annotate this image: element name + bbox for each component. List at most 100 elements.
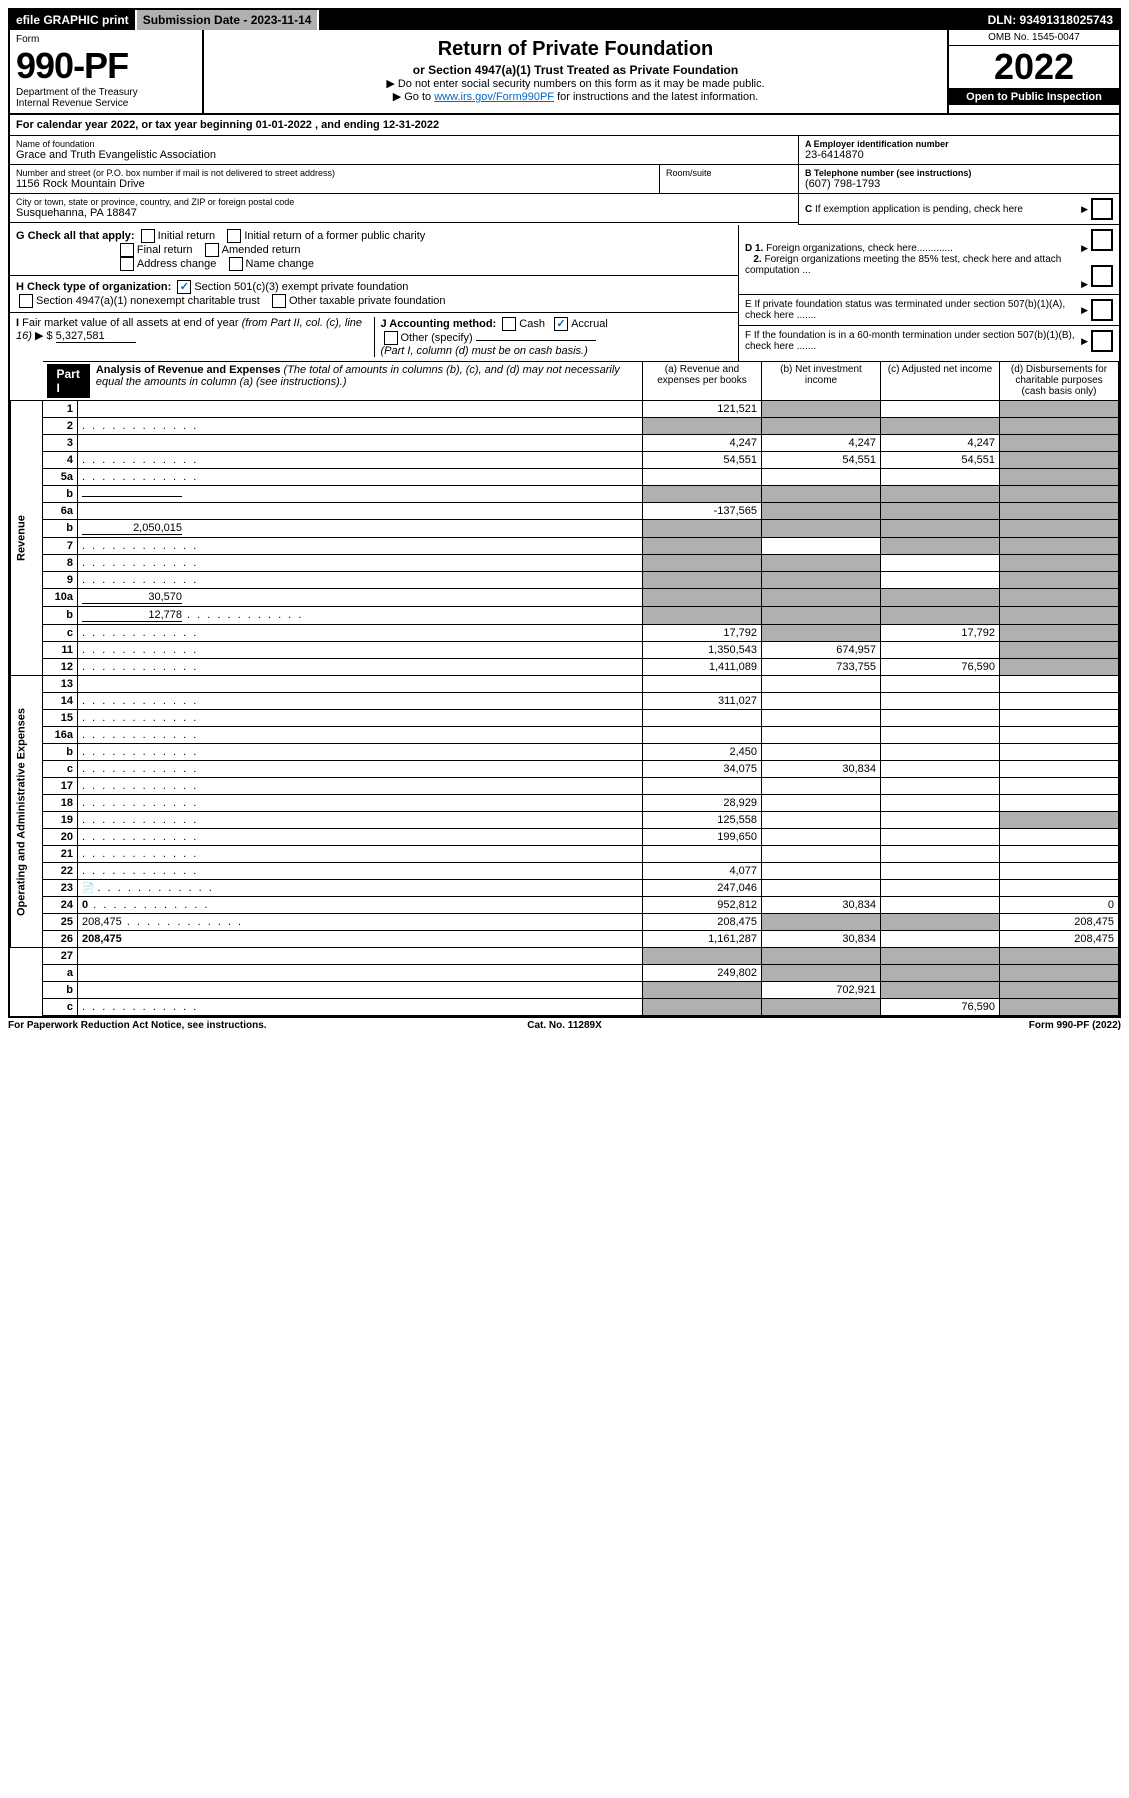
footer-form: Form 990-PF (2022): [750, 1020, 1121, 1031]
amount-cell: [1000, 486, 1119, 503]
amount-cell: [643, 572, 762, 589]
amount-cell: [881, 503, 1000, 520]
amount-cell: [1000, 880, 1119, 897]
chk-amended[interactable]: [205, 243, 219, 257]
arrow-icon: [1081, 305, 1091, 316]
line-number: 25: [43, 914, 78, 931]
amount-cell: [643, 710, 762, 727]
name-label: Name of foundation: [16, 139, 792, 149]
box-e-checkbox[interactable]: [1091, 299, 1113, 321]
chk-name-change[interactable]: [229, 257, 243, 271]
foundation-name: Grace and Truth Evangelistic Association: [16, 149, 792, 161]
line-description: [78, 948, 643, 965]
amount-cell: [643, 486, 762, 503]
box-d1-checkbox[interactable]: [1091, 229, 1113, 251]
line-number: 21: [43, 846, 78, 863]
amount-cell: [881, 744, 1000, 761]
attachment-icon[interactable]: [82, 882, 94, 894]
chk-4947a1[interactable]: [19, 294, 33, 308]
amount-cell: [881, 846, 1000, 863]
amount-cell: [762, 693, 881, 710]
amount-cell: 17,792: [881, 625, 1000, 642]
chk-accrual[interactable]: [554, 317, 568, 331]
line-description: 208,475: [78, 931, 643, 948]
chk-initial-former[interactable]: [227, 229, 241, 243]
amount-cell: [643, 469, 762, 486]
box-d1-text: Foreign organizations, check here.......…: [766, 243, 953, 254]
amount-cell: 2,450: [643, 744, 762, 761]
amount-cell: [762, 469, 881, 486]
amount-cell: [881, 914, 1000, 931]
chk-cash[interactable]: [502, 317, 516, 331]
chk-initial-return[interactable]: [141, 229, 155, 243]
amount-cell: 199,650: [643, 829, 762, 846]
street-address: 1156 Rock Mountain Drive: [16, 178, 659, 190]
line-number: 26: [43, 931, 78, 948]
irs-link[interactable]: www.irs.gov/Form990PF: [434, 91, 554, 103]
chk-other-taxable[interactable]: [272, 294, 286, 308]
chk-address-change[interactable]: [120, 257, 134, 271]
amount-cell: [1000, 710, 1119, 727]
section-label: Revenue: [11, 401, 43, 676]
amount-cell: [881, 880, 1000, 897]
table-row: c34,07530,834: [11, 761, 1119, 778]
line-number: 24: [43, 897, 78, 914]
footer-left: For Paperwork Reduction Act Notice, see …: [8, 1020, 379, 1031]
amount-cell: [881, 931, 1000, 948]
amount-cell: 54,551: [762, 452, 881, 469]
amount-cell: 28,929: [643, 795, 762, 812]
chk-other-method[interactable]: [384, 331, 398, 345]
amount-cell: [881, 538, 1000, 555]
box-f-text: F If the foundation is in a 60-month ter…: [745, 330, 1081, 352]
title-box: Return of Private Foundation or Section …: [204, 30, 947, 113]
amount-cell: [1000, 452, 1119, 469]
fmv-value: 5,327,581: [56, 330, 136, 343]
table-row: 10a 30,570: [11, 589, 1119, 607]
phone-label: B Telephone number (see instructions): [805, 168, 1113, 178]
line-number: b: [43, 982, 78, 999]
table-row: 121,411,089733,75576,590: [11, 659, 1119, 676]
line-description: [78, 555, 643, 572]
amount-cell: [762, 965, 881, 982]
chk-final-return[interactable]: [120, 243, 134, 257]
amount-cell: 4,077: [643, 863, 762, 880]
arrow-icon: [1081, 279, 1091, 290]
amount-cell: 76,590: [881, 999, 1000, 1016]
amount-cell: [1000, 778, 1119, 795]
amount-cell: [762, 863, 881, 880]
amount-cell: [762, 710, 881, 727]
efile-label[interactable]: efile GRAPHIC print: [10, 10, 137, 30]
amount-cell: [643, 555, 762, 572]
form-title: Return of Private Foundation: [210, 38, 941, 61]
phone-value: (607) 798-1793: [805, 178, 1113, 190]
box-f-checkbox[interactable]: [1091, 330, 1113, 352]
chk-501c3[interactable]: [177, 280, 191, 294]
submission-date: Submission Date - 2023-11-14: [137, 10, 320, 30]
line-description: 30,570: [78, 589, 643, 607]
amount-cell: [1000, 418, 1119, 435]
amount-cell: [643, 520, 762, 538]
line-number: 13: [43, 676, 78, 693]
table-row: c17,79217,792: [11, 625, 1119, 642]
box-d2-checkbox[interactable]: [1091, 265, 1113, 287]
line-description: [78, 863, 643, 880]
table-row: c76,590: [11, 999, 1119, 1016]
line-number: 15: [43, 710, 78, 727]
amount-cell: [881, 486, 1000, 503]
amount-cell: [643, 538, 762, 555]
amount-cell: [762, 625, 881, 642]
table-row: 17: [11, 778, 1119, 795]
amount-cell: [1000, 948, 1119, 965]
table-row: 2: [11, 418, 1119, 435]
table-row: 6a-137,565: [11, 503, 1119, 520]
line-description: [78, 744, 643, 761]
form-subtitle: or Section 4947(a)(1) Trust Treated as P…: [210, 63, 941, 77]
box-c-checkbox[interactable]: [1091, 198, 1113, 220]
line-description: [78, 693, 643, 710]
line-description: [78, 965, 643, 982]
amount-cell: [762, 676, 881, 693]
line-description: [78, 572, 643, 589]
line-description: [78, 418, 643, 435]
amount-cell: [1000, 503, 1119, 520]
footer: For Paperwork Reduction Act Notice, see …: [8, 1018, 1121, 1031]
